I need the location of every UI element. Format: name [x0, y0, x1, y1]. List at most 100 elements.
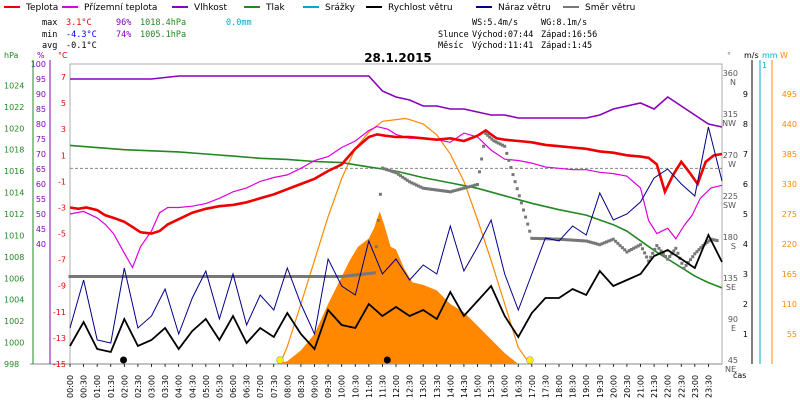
time-tick-label: 07:00 [256, 375, 265, 398]
time-tick-label: 18:00 [555, 375, 564, 398]
wind-direction-point [589, 240, 593, 244]
wind-direction-point [139, 275, 143, 278]
direction-name-label: S [731, 242, 736, 251]
wind-direction-point [496, 141, 500, 145]
wind-direction-point [143, 275, 147, 278]
wind-direction-point [361, 272, 365, 276]
direction-tick-label: 360 [723, 69, 738, 78]
time-tick-label: 03:30 [161, 375, 170, 398]
humidity-tick-label: 100 [31, 60, 46, 69]
wind-direction-point [108, 275, 112, 278]
wind-direction-point [390, 169, 393, 173]
wind-direction-point [649, 255, 653, 259]
wind-tick-label: 7 [743, 150, 748, 159]
humidity-tick-label: 90 [36, 90, 46, 99]
wind-direction-point [451, 189, 455, 193]
wind-direction-point [611, 237, 615, 241]
hpa-tick-label: 1008 [4, 253, 24, 262]
wind-direction-point [689, 258, 692, 262]
min-label: min [42, 30, 57, 40]
wind-direction-point [647, 259, 651, 263]
direction-tick-label: 270 [723, 151, 738, 160]
wind-direction-point [216, 275, 220, 278]
celsius-tick-label: -5 [58, 230, 66, 239]
wind-direction-point [713, 238, 717, 242]
legend-label: Srážky [325, 3, 356, 13]
hpa-tick-label: 1010 [4, 231, 24, 240]
wind-tick-label: 2 [743, 300, 748, 309]
moon-label: Měsíc [438, 41, 464, 51]
wind-direction-point [490, 137, 494, 141]
wind-direction-point [141, 275, 145, 278]
moonrise-marker [383, 356, 391, 364]
humidity-tick-label: 80 [36, 120, 46, 129]
wind-direction-point [162, 275, 166, 278]
time-tick-label: 18:30 [569, 375, 578, 398]
wind-direction-point [711, 238, 715, 242]
wind-direction-point [414, 183, 418, 187]
time-tick-label: 15:00 [474, 375, 483, 398]
hpa-tick-label: 1006 [4, 274, 24, 283]
sunset: Západ:16:56 [541, 30, 597, 40]
solar-tick-label: 275 [782, 210, 797, 219]
solar-radiation-area [273, 211, 519, 364]
wind-direction-point [605, 240, 608, 244]
wind-direction-point [118, 275, 122, 278]
wind-direction-point [417, 184, 421, 188]
time-tick-label: 22:00 [664, 375, 673, 398]
wind-direction-point [484, 132, 488, 135]
legend-label: Náraz větru [498, 3, 551, 13]
time-tick-label: 15:30 [487, 375, 496, 398]
wind-axis-unit: m/s [744, 51, 759, 60]
wind-direction-point [693, 252, 697, 256]
humidity-tick-label: 60 [36, 180, 46, 189]
legend-label: Rychlost větru [388, 3, 453, 13]
wind-direction-point [565, 238, 569, 242]
time-tick-label: 21:30 [650, 375, 659, 398]
wind-direction-point [177, 275, 181, 278]
celsius-tick-label: -7 [58, 256, 66, 265]
wind-direction-point [482, 144, 486, 148]
wind-direction-point [198, 275, 202, 278]
wind-direction-point [545, 237, 548, 241]
direction-tick-label: 180 [723, 233, 738, 242]
wind-direction-point [152, 275, 156, 278]
wind-direction-point [453, 189, 457, 193]
time-tick-label: 19:00 [582, 375, 591, 398]
wind-direction-point [522, 208, 525, 212]
wind-direction-point [480, 157, 484, 161]
celsius-tick-label: 7 [61, 73, 66, 82]
wind-direction-point [300, 275, 304, 278]
wind-direction-point [156, 275, 160, 278]
celsius-tick-label: 5 [61, 99, 66, 108]
wind-direction-point [78, 275, 82, 278]
wind-direction-point [408, 180, 412, 184]
wind-direction-point [627, 249, 631, 253]
wind-direction-point [428, 187, 432, 191]
time-tick-label: 04:30 [188, 375, 197, 398]
wind-direction-point [625, 250, 629, 254]
time-tick-label: 02:00 [120, 375, 129, 398]
wind-direction-point [321, 275, 325, 278]
wind-direction-point [229, 275, 233, 278]
wind-direction-point [526, 222, 530, 226]
wind-direction-point [620, 246, 624, 250]
time-tick-label: 11:00 [365, 375, 374, 398]
wind-direction-point [446, 190, 450, 193]
wind-direction-point [223, 275, 227, 278]
wind-direction-point [127, 275, 130, 278]
humidity-tick-label: 95 [36, 75, 46, 84]
wind-direction-point [586, 240, 590, 244]
wind-direction-point [204, 275, 208, 278]
wind-direction-point [464, 186, 468, 190]
wind-direction-point [310, 275, 314, 278]
direction-tick-label: 315 [723, 110, 738, 119]
humidity-axis-unit: % [37, 51, 45, 60]
wind-direction-point [244, 275, 247, 278]
wind-direction-point [183, 275, 187, 278]
time-tick-label: 07:30 [270, 375, 279, 398]
wind-direction-point [359, 272, 363, 276]
wind-direction-point [254, 275, 258, 278]
wind-direction-point [596, 242, 599, 246]
time-tick-label: 00:30 [80, 375, 89, 398]
